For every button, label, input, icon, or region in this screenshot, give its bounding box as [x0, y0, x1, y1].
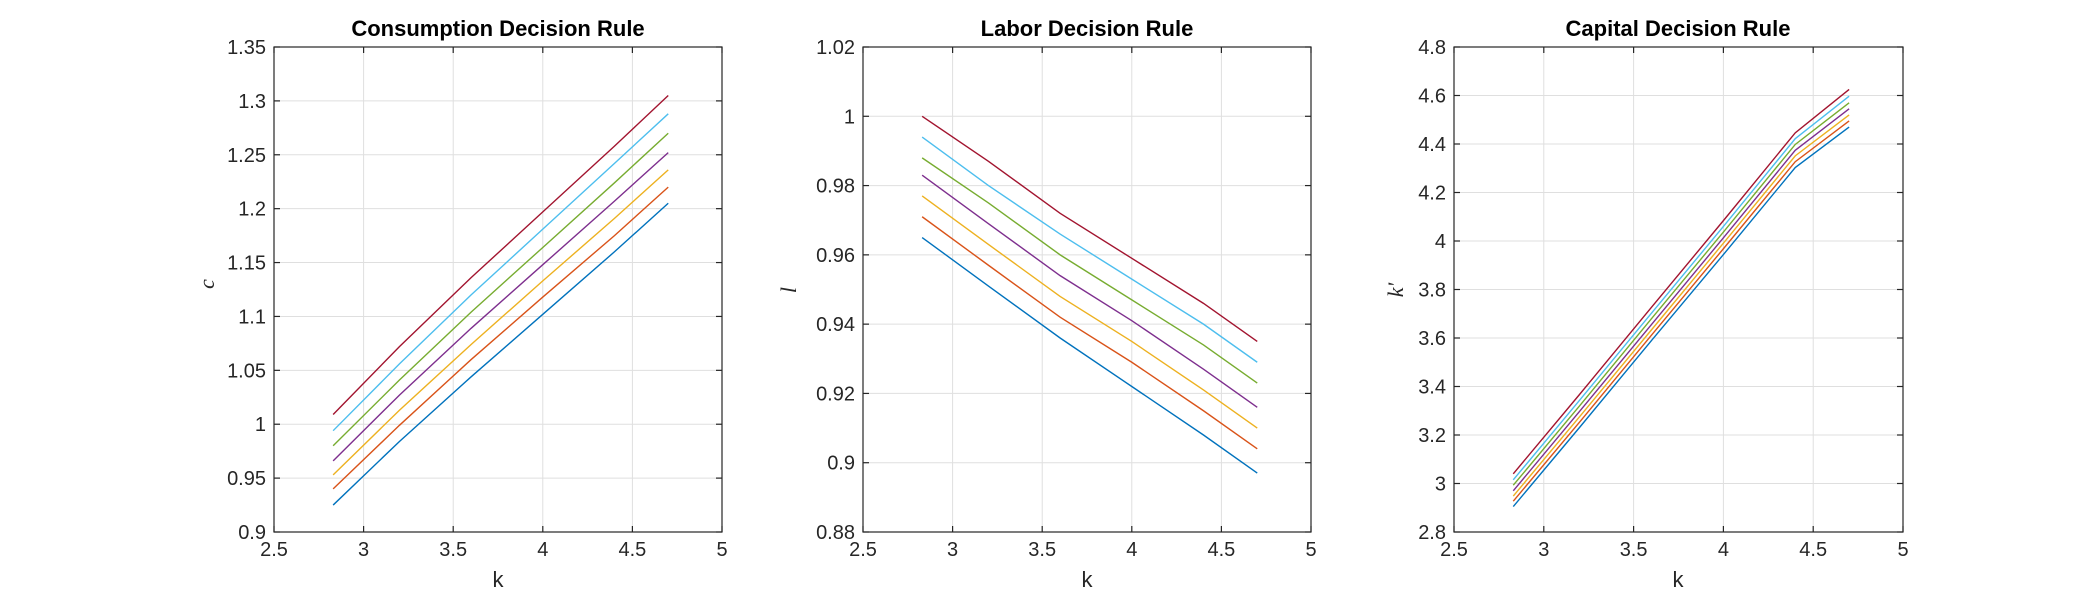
labor-chart-plot-area: 2.5 3 3.5 4 4.5 5 0.88 0.9 0.92 0.94 0.96 0.98 1 1.02	[816, 37, 1317, 561]
capital-chart-series-line-4	[1512, 108, 1850, 492]
consumption-chart-series-line-2	[332, 186, 669, 490]
consumption-chart-series-line-4	[332, 152, 669, 462]
labor-chart-series-line-6	[921, 136, 1258, 363]
labor-chart-series-line-4	[921, 174, 1258, 408]
consumption-chart-y-tick-label: 1.25	[227, 145, 266, 167]
consumption-chart-y-tick-label: 0.95	[227, 468, 266, 490]
consumption-chart-axes-box	[273, 46, 723, 533]
labor-chart-x-tick-label: 4.5	[1207, 539, 1235, 561]
consumption-chart-y-tick-label: 1.2	[238, 199, 266, 221]
consumption-chart-x-tick-label: 4.5	[618, 539, 646, 561]
capital-chart-series-line-3	[1512, 114, 1850, 497]
consumption-chart-y-tick-label: 1.3	[238, 91, 266, 113]
capital-chart-y-tick-label: 3.4	[1418, 377, 1446, 399]
consumption-chart-y-tick-label: 1	[255, 414, 266, 436]
labor-chart-y-tick-label: 0.92	[816, 383, 855, 405]
capital-chart-title: Capital Decision Rule	[1566, 16, 1791, 41]
capital-chart-x-tick-label: 3	[1538, 539, 1549, 561]
capital-chart-x-tick-label: 3.5	[1620, 539, 1648, 561]
consumption-chart-series-line-6	[332, 113, 669, 432]
labor-chart-x-tick-label: 5	[1305, 539, 1316, 561]
labor-chart-series-line-7	[921, 115, 1258, 343]
capital-chart-y-tick-label: 4	[1435, 231, 1446, 253]
consumption-chart-x-axis-label: k	[493, 567, 505, 592]
labor-chart-y-axis-label: l	[776, 287, 801, 293]
labor-chart-x-axis-label: k	[1082, 567, 1094, 592]
capital-chart-y-tick-label: 3.2	[1418, 425, 1446, 447]
consumption-chart-x-tick-label: 2.5	[260, 539, 288, 561]
capital-chart-y-tick-label: 3.6	[1418, 328, 1446, 350]
capital-chart-x-axis-label: k	[1673, 567, 1685, 592]
consumption-chart-x-tick-label: 3.5	[439, 539, 467, 561]
capital-chart-series-line-6	[1512, 95, 1850, 481]
consumption-chart-y-tick-label: 1.1	[238, 306, 266, 328]
labor-chart-y-tick-label: 0.94	[816, 314, 855, 336]
consumption-chart-series-line-1	[332, 202, 669, 506]
capital-chart-series-line-2	[1512, 120, 1850, 502]
capital-chart-y-tick-label: 4.2	[1418, 183, 1446, 205]
labor-chart-series-line-3	[921, 195, 1258, 429]
capital-chart-y-tick-label: 3.8	[1418, 280, 1446, 302]
consumption-chart-series-line-5	[332, 132, 669, 447]
capital-chart-x-tick-label: 2.5	[1440, 539, 1468, 561]
consumption-chart-y-tick-label: 1.15	[227, 253, 266, 275]
labor-chart-title: Labor Decision Rule	[981, 16, 1194, 41]
labor-chart-y-tick-label: 1.02	[816, 37, 855, 59]
capital-chart-series-line-5	[1512, 102, 1850, 486]
capital-chart-x-tick-label: 4.5	[1799, 539, 1827, 561]
capital-chart-x-tick-label: 5	[1897, 539, 1908, 561]
consumption-chart-x-tick-label: 5	[716, 539, 727, 561]
labor-chart-x-tick-label: 2.5	[849, 539, 877, 561]
labor-chart-y-tick-label: 1	[844, 106, 855, 128]
capital-chart-y-tick-label: 4.4	[1418, 134, 1446, 156]
labor-chart-y-tick-label: 0.98	[816, 176, 855, 198]
labor-chart-axes-box	[862, 46, 1312, 533]
labor-chart-y-tick-label: 0.96	[816, 245, 855, 267]
consumption-chart-x-tick-label: 4	[537, 539, 548, 561]
consumption-chart-series-line-7	[332, 94, 669, 416]
consumption-chart-axes-background	[274, 47, 722, 532]
consumption-chart-y-tick-label: 1.35	[227, 37, 266, 59]
capital-chart-series-line-7	[1512, 88, 1850, 475]
consumption-chart-series-line-3	[332, 169, 669, 476]
consumption-chart-y-tick-label: 0.9	[238, 522, 266, 544]
labor-chart-series-line-1	[921, 236, 1258, 474]
capital-chart-y-tick-label: 4.6	[1418, 86, 1446, 108]
consumption-chart-y-tick-label: 1.05	[227, 360, 266, 382]
capital-chart-y-tick-label: 4.8	[1418, 37, 1446, 59]
capital-chart-x-tick-label: 4	[1718, 539, 1729, 561]
labor-chart-series-line-2	[921, 216, 1258, 450]
capital-chart-series-line-1	[1512, 126, 1850, 507]
labor-chart-x-tick-label: 3	[947, 539, 958, 561]
capital-chart: Capital Decision Rule k k' 2.5 3 3.5 4 4.5 52…	[1383, 16, 1909, 592]
consumption-chart: Consumption Decision Rule k c 2.5 3 3.5 4 4.…	[194, 16, 728, 592]
labor-chart-x-tick-label: 4	[1126, 539, 1137, 561]
capital-chart-y-tick-label: 2.8	[1418, 522, 1446, 544]
labor-chart-y-tick-label: 0.88	[816, 522, 855, 544]
labor-chart: Labor Decision Rule k l 2.5 3 3.5 4 4.5 5 0.88…	[776, 16, 1317, 592]
consumption-chart-y-axis-label: c	[194, 279, 219, 289]
labor-chart-x-tick-label: 3.5	[1028, 539, 1056, 561]
labor-chart-y-tick-label: 0.9	[827, 453, 855, 475]
consumption-chart-x-tick-label: 3	[358, 539, 369, 561]
consumption-chart-title: Consumption Decision Rule	[351, 16, 644, 41]
capital-chart-y-tick-label: 3	[1435, 474, 1446, 496]
labor-chart-axes-background	[863, 47, 1311, 532]
capital-chart-y-axis-label: k'	[1383, 282, 1408, 297]
consumption-chart-plot-area: 2.5 3 3.5 4 4.5 5 0.9 0.95 1 1.05 1.1 1.15 1.2 1.25 1.…	[227, 37, 728, 561]
capital-chart-plot-area: 2.5 3 3.5 4 4.5 5 2.8 3 3.2 3.4 3.6 3.8 4 4.2 4.4 4.6 4.…	[1418, 37, 1908, 561]
labor-chart-series-line-5	[921, 157, 1258, 384]
